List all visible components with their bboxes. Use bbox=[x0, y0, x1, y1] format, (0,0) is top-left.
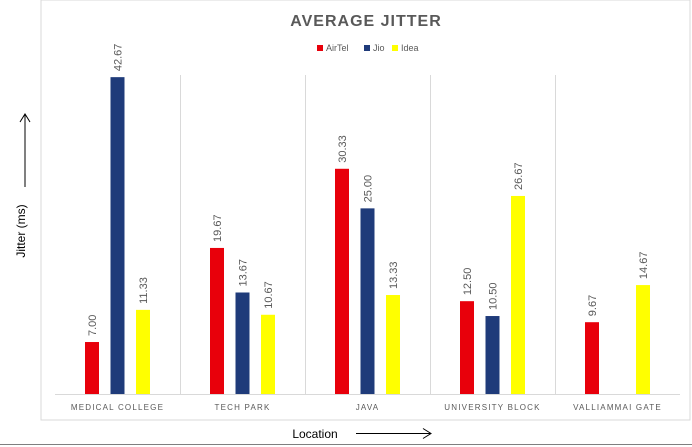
bar-jio bbox=[485, 316, 500, 394]
x-axis-arrow-icon bbox=[356, 428, 432, 439]
y-axis-arrow-icon bbox=[19, 113, 31, 187]
data-label-jio: 25.00 bbox=[363, 175, 375, 203]
category-label: JAVA bbox=[356, 403, 380, 412]
category-labels: MEDICAL COLLEGE TECH PARK JAVA UNIVERSITY B… bbox=[71, 403, 662, 412]
data-label-airtel: 19.67 bbox=[212, 214, 224, 242]
x-axis-title: Location bbox=[292, 427, 337, 441]
legend-label-airtel: AirTel bbox=[326, 43, 349, 53]
chart-title: AVERAGE JITTER bbox=[290, 13, 442, 30]
legend-label-idea: Idea bbox=[401, 43, 419, 53]
data-label-idea: 26.67 bbox=[513, 162, 525, 190]
bar-idea bbox=[261, 314, 275, 394]
y-axis-title: Jitter (ms) bbox=[14, 204, 28, 257]
bar-idea bbox=[511, 195, 525, 394]
data-label-idea: 14.67 bbox=[638, 252, 650, 280]
category-label: TECH PARK bbox=[215, 403, 271, 412]
bar-jio bbox=[235, 292, 250, 394]
data-label-idea: 13.33 bbox=[388, 261, 400, 289]
data-label-jio: 42.67 bbox=[113, 44, 125, 72]
bar-airtel bbox=[335, 168, 349, 394]
bar-jio bbox=[110, 77, 125, 394]
bars bbox=[85, 77, 650, 394]
data-label-airtel: 12.50 bbox=[462, 268, 474, 296]
data-label-idea: 11.33 bbox=[138, 277, 150, 304]
bar-jio bbox=[360, 208, 375, 394]
bar-airtel bbox=[460, 301, 474, 394]
data-label-idea: 10.67 bbox=[263, 281, 275, 309]
data-label-airtel: 7.00 bbox=[87, 315, 99, 336]
bar-airtel bbox=[210, 247, 224, 394]
legend-swatch-idea bbox=[392, 45, 398, 51]
legend-swatch-airtel bbox=[317, 45, 323, 51]
category-label: UNIVERSITY BLOCK bbox=[444, 403, 540, 412]
bar-airtel bbox=[85, 342, 99, 394]
data-label-jio: 10.50 bbox=[488, 283, 500, 311]
bar-idea bbox=[636, 285, 650, 394]
category-label: VALLIAMMAI GATE bbox=[573, 403, 662, 412]
legend: AirTel Jio Idea bbox=[317, 43, 419, 53]
data-labels: 7.00 42.67 11.33 19.67 13.67 10.67 30.33 25.00 1… bbox=[87, 44, 650, 336]
bar-idea bbox=[136, 309, 150, 394]
legend-label-jio: Jio bbox=[373, 43, 385, 53]
category-label: MEDICAL COLLEGE bbox=[71, 403, 164, 412]
data-label-airtel: 30.33 bbox=[337, 135, 349, 163]
category-dividers bbox=[180, 75, 556, 394]
data-label-jio: 13.67 bbox=[238, 259, 250, 287]
legend-swatch-jio bbox=[364, 45, 370, 51]
data-label-airtel: 9.67 bbox=[587, 295, 599, 316]
bar-idea bbox=[386, 295, 400, 394]
bar-airtel bbox=[585, 322, 599, 394]
